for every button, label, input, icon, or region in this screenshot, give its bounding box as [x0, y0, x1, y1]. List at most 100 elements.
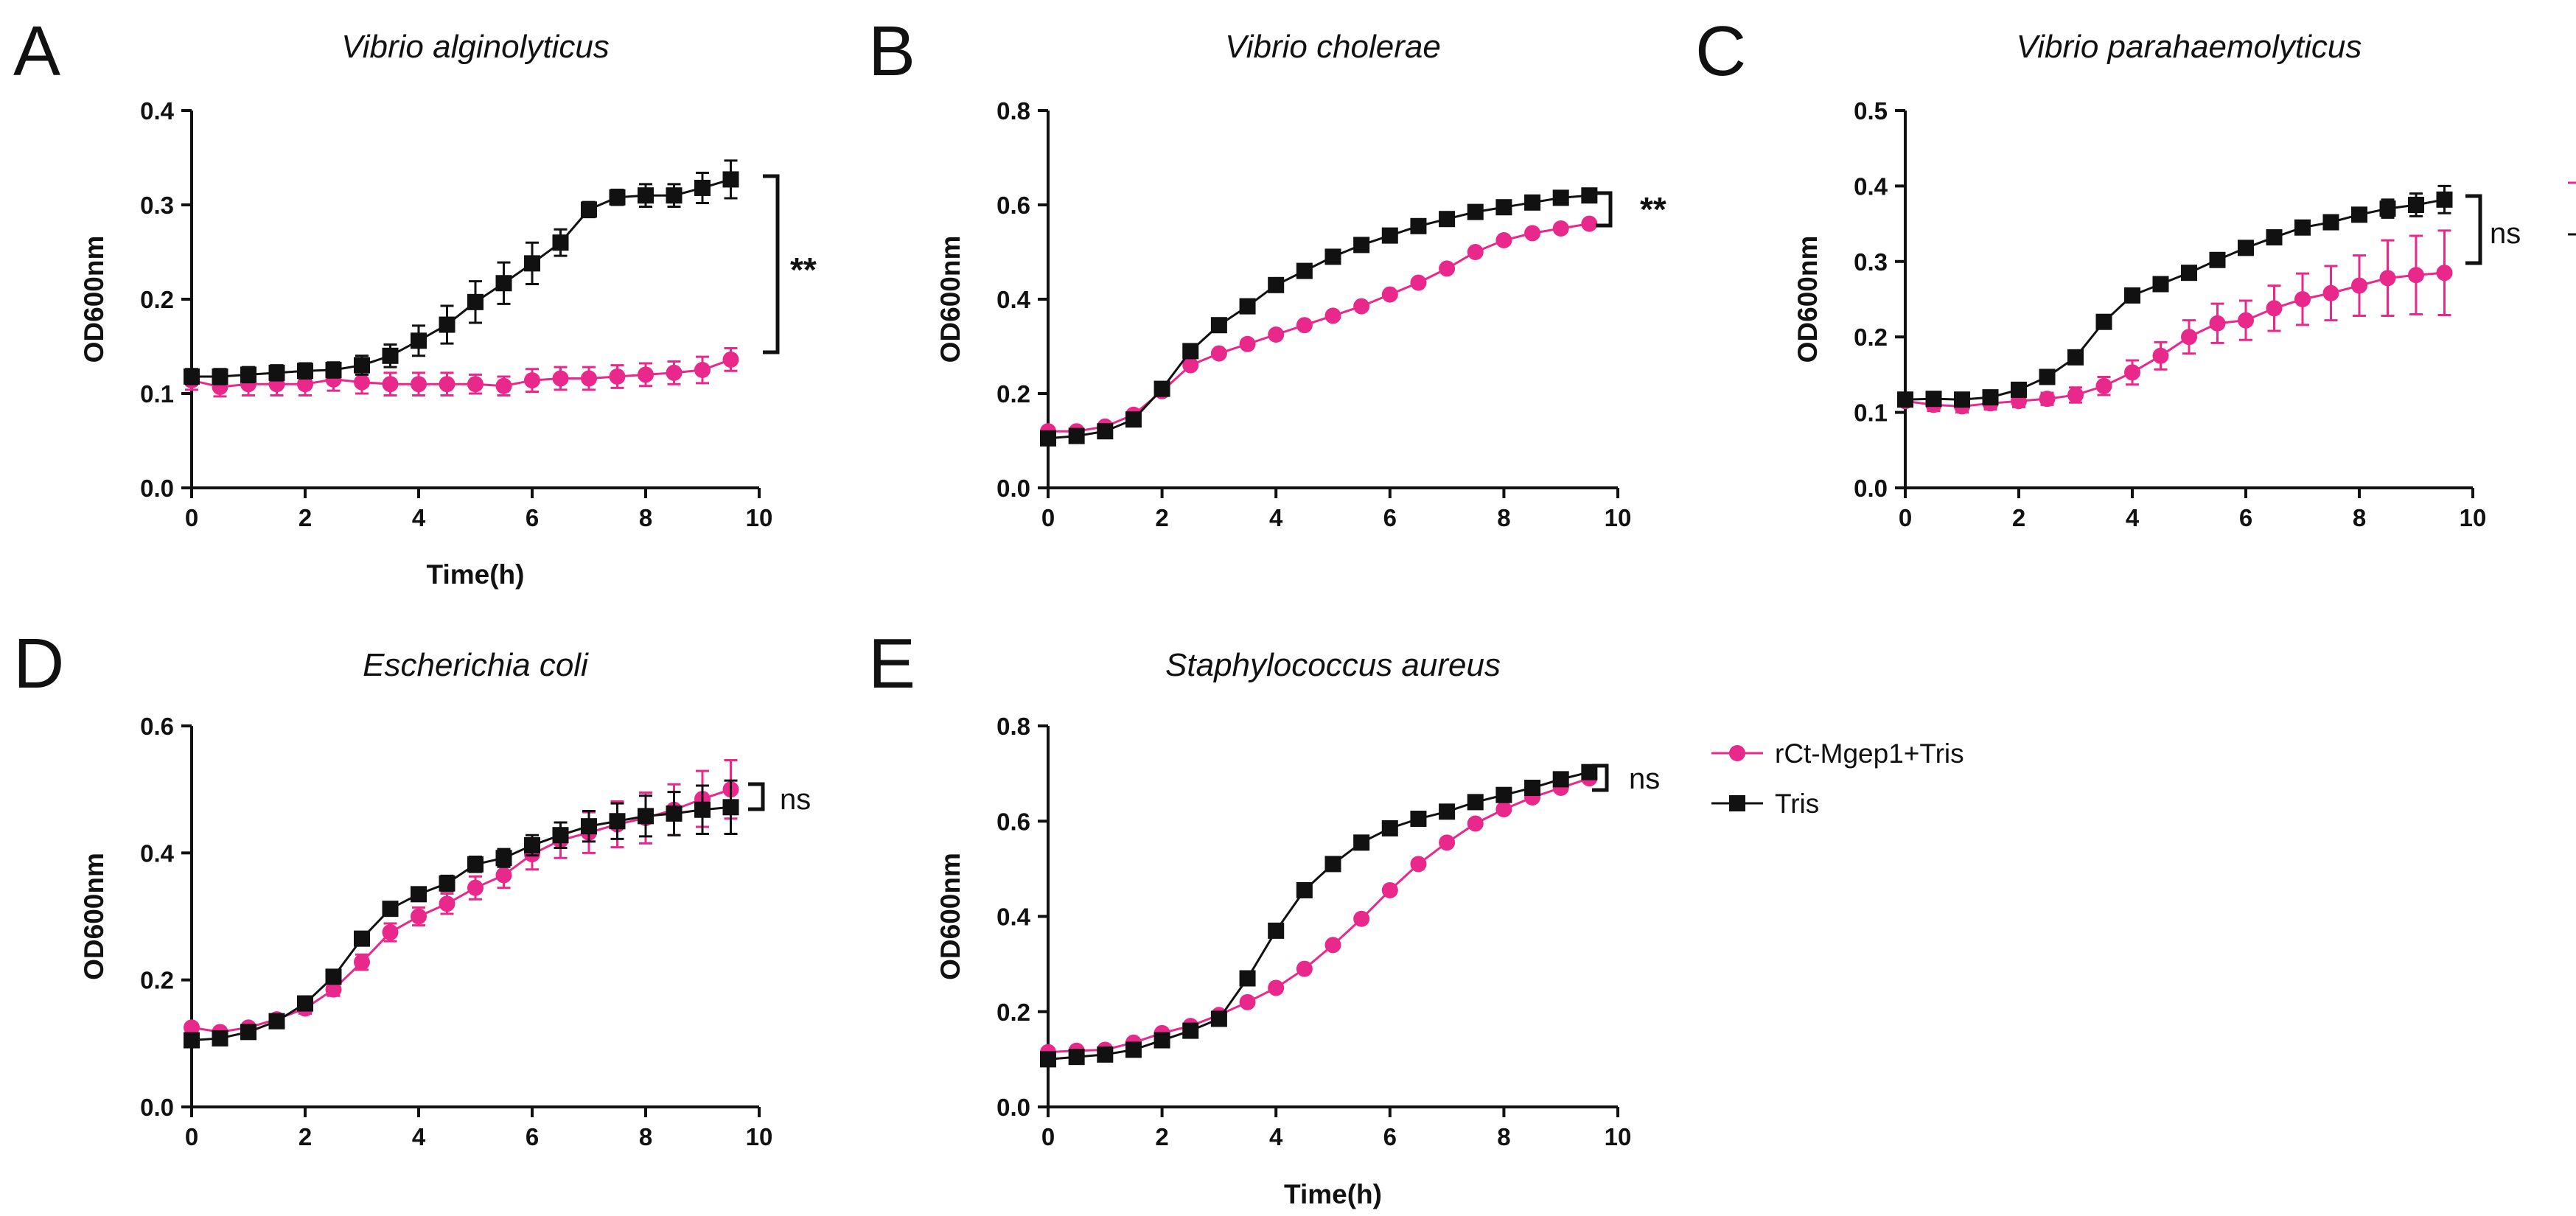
- data-point: [184, 368, 200, 385]
- data-point: [382, 924, 399, 941]
- data-point: [1552, 771, 1569, 788]
- data-point: [1296, 262, 1313, 279]
- data-point: [1381, 227, 1398, 244]
- data-point: [2067, 349, 2084, 366]
- significance-label: **: [1640, 190, 1666, 228]
- x-tick-label: 2: [299, 1123, 312, 1150]
- data-point: [2209, 251, 2226, 268]
- panel-letter-b: B: [868, 12, 915, 91]
- data-point: [2436, 191, 2453, 208]
- data-point: [1410, 217, 1427, 234]
- data-point: [354, 930, 370, 947]
- data-point: [1524, 780, 1541, 797]
- data-point: [297, 376, 313, 393]
- data-point: [1982, 389, 1999, 406]
- x-tick-label: 6: [526, 504, 539, 531]
- data-point: [1268, 979, 1285, 996]
- legend-item-tris: Tris: [1711, 789, 1819, 819]
- data-point: [325, 981, 342, 998]
- data-point: [325, 968, 342, 985]
- data-point: [1925, 391, 1942, 408]
- legend: rCt-Mgep1+Tris Tris: [1711, 738, 1964, 819]
- x-tick-label: 8: [2353, 504, 2366, 531]
- x-tick-label: 8: [639, 504, 652, 531]
- x-tick-label: 8: [1497, 504, 1510, 531]
- data-point: [722, 799, 739, 816]
- series-line: [1047, 194, 1590, 440]
- y-tick-label: 0.6: [140, 713, 174, 740]
- panel-letter-d: D: [13, 624, 64, 703]
- data-point: [2039, 368, 2056, 385]
- data-point: [694, 362, 711, 378]
- data-point: [467, 376, 484, 393]
- data-point: [1524, 225, 1541, 242]
- data-point: [2238, 240, 2254, 256]
- data-point: [1524, 194, 1541, 211]
- data-point: [1268, 922, 1285, 939]
- x-tick-label: 0: [185, 1123, 198, 1150]
- data-point: [2351, 277, 2367, 294]
- data-point: [1410, 274, 1427, 291]
- data-point: [1439, 834, 1456, 851]
- data-point: [1467, 794, 1484, 811]
- series-line: [1048, 223, 1590, 433]
- significance-label: ns: [1629, 763, 1660, 795]
- y-tick-label: 0.4: [1854, 172, 1888, 200]
- data-point: [2266, 229, 2283, 246]
- data-point: [1467, 203, 1484, 220]
- data-point: [1552, 220, 1569, 237]
- data-point: [1210, 317, 1227, 334]
- data-point: [467, 293, 484, 310]
- data-point: [297, 995, 313, 1012]
- y-tick-label: 0.0: [140, 1094, 174, 1121]
- x-tick-label: 0: [1041, 1123, 1055, 1150]
- data-point: [1239, 970, 1256, 987]
- x-tick-label: 2: [299, 504, 312, 531]
- y-axis-label: OD600nm: [935, 853, 966, 980]
- data-point: [212, 1030, 228, 1046]
- series-rct-mgep1-tris: [1040, 215, 1598, 440]
- significance-label: ns: [2490, 217, 2521, 250]
- y-tick-label: 0.4: [996, 904, 1031, 931]
- data-point: [1495, 801, 1512, 818]
- data-point: [1324, 937, 1341, 954]
- data-point: [1068, 1049, 1085, 1066]
- significance-bracket: [2465, 194, 2482, 265]
- data-point: [411, 886, 427, 903]
- x-tick-label: 4: [412, 504, 426, 531]
- chart-title: Escherichia coli: [363, 647, 589, 683]
- chart-title: Staphylococcus aureus: [1165, 647, 1501, 683]
- data-point: [411, 908, 427, 925]
- data-point: [354, 357, 370, 374]
- data-point: [2209, 315, 2226, 332]
- y-tick-label: 0.2: [140, 286, 174, 313]
- data-point: [638, 366, 654, 383]
- series-rct-mgep1-tris: [184, 759, 739, 1041]
- x-tick-label: 4: [1269, 504, 1283, 531]
- data-point: [240, 366, 256, 383]
- data-point: [439, 376, 455, 393]
- significance-label: ns: [780, 783, 811, 816]
- y-tick-label: 0.0: [996, 1094, 1030, 1121]
- x-tick-label: 6: [1383, 504, 1397, 531]
- y-tick-label: 0.8: [996, 97, 1030, 125]
- data-point: [2322, 284, 2339, 301]
- x-tick-label: 2: [1155, 1123, 1168, 1150]
- y-tick-label: 0.2: [996, 380, 1030, 408]
- x-tick-label: 10: [746, 1123, 773, 1150]
- data-point: [1068, 427, 1085, 444]
- y-tick-label: 0.0: [1854, 475, 1888, 502]
- data-point: [1296, 960, 1313, 977]
- significance-bracket: [1592, 764, 1609, 792]
- data-point: [1239, 298, 1256, 315]
- x-axis-label: Time(h): [427, 559, 525, 590]
- x-tick-label: 10: [2460, 504, 2487, 531]
- legend-item-rct-mgep1-tris: rCt-Mgep1+Tris: [1711, 738, 1964, 769]
- series-line: [191, 806, 731, 1042]
- chart-title: Vibrio alginolyticus: [341, 29, 610, 65]
- data-point: [666, 364, 683, 381]
- series-line: [192, 178, 731, 378]
- data-point: [609, 189, 626, 206]
- data-point: [382, 376, 399, 393]
- series-line: [1905, 198, 2445, 401]
